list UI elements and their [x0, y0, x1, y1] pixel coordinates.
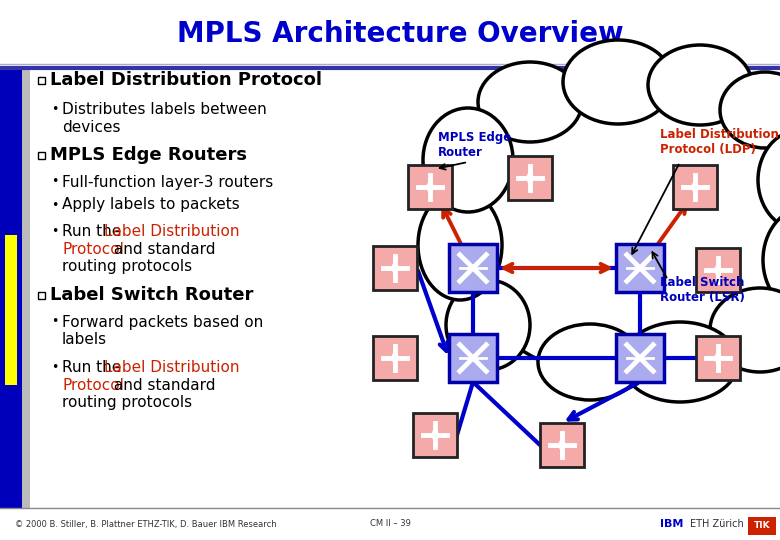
Bar — [5, 235, 17, 385]
Text: •: • — [51, 315, 58, 328]
Text: Run the: Run the — [62, 225, 126, 240]
Bar — [22, 68, 30, 508]
Text: •: • — [51, 176, 58, 188]
Text: Apply labels to packets: Apply labels to packets — [62, 198, 239, 213]
Bar — [696, 248, 740, 292]
Text: Protocol: Protocol — [62, 241, 124, 256]
Bar — [449, 244, 497, 292]
Text: CM II – 39: CM II – 39 — [370, 519, 410, 529]
Ellipse shape — [758, 130, 780, 230]
Bar — [673, 165, 717, 209]
Text: MPLS Architecture Overview: MPLS Architecture Overview — [177, 20, 623, 48]
Text: Label Switch Router: Label Switch Router — [50, 286, 254, 304]
Text: Protocol: Protocol — [62, 377, 124, 393]
Bar — [449, 334, 497, 382]
Ellipse shape — [563, 40, 673, 124]
Text: ETH Zürich: ETH Zürich — [690, 519, 744, 529]
Text: TIK: TIK — [753, 522, 771, 530]
Bar — [38, 152, 45, 159]
Ellipse shape — [478, 62, 582, 142]
Ellipse shape — [423, 108, 513, 212]
Bar — [408, 165, 452, 209]
Bar — [373, 336, 417, 380]
Text: Forward packets based on: Forward packets based on — [62, 314, 264, 329]
Text: MPLS Edge
Router: MPLS Edge Router — [438, 131, 511, 159]
Ellipse shape — [418, 190, 502, 300]
Text: labels: labels — [62, 332, 107, 347]
Text: MPLS Edge Routers: MPLS Edge Routers — [50, 146, 247, 164]
Text: Full-function layer-3 routers: Full-function layer-3 routers — [62, 174, 273, 190]
Ellipse shape — [720, 72, 780, 148]
Bar — [616, 244, 664, 292]
Ellipse shape — [450, 70, 780, 380]
Ellipse shape — [648, 45, 752, 125]
Text: Label Distribution: Label Distribution — [104, 225, 239, 240]
Bar — [748, 517, 776, 535]
Text: Distributes labels between: Distributes labels between — [62, 103, 267, 118]
Text: routing protocols: routing protocols — [62, 395, 192, 409]
Text: © 2000 B. Stiller, B. Plattner ETHZ-TIK, D. Bauer IBM Research: © 2000 B. Stiller, B. Plattner ETHZ-TIK,… — [15, 519, 277, 529]
Ellipse shape — [622, 322, 738, 402]
Text: and standard: and standard — [109, 241, 215, 256]
Text: devices: devices — [62, 119, 120, 134]
Ellipse shape — [538, 324, 642, 400]
Text: Label Distribution
Protocol (LDP): Label Distribution Protocol (LDP) — [660, 127, 779, 157]
Ellipse shape — [446, 280, 530, 370]
Text: •: • — [51, 104, 58, 117]
Text: •: • — [51, 199, 58, 212]
Bar — [38, 77, 45, 84]
Ellipse shape — [710, 288, 780, 372]
Bar — [508, 156, 552, 200]
Text: and standard: and standard — [109, 377, 215, 393]
Text: Run the: Run the — [62, 361, 126, 375]
Text: Label Distribution: Label Distribution — [104, 361, 239, 375]
Text: routing protocols: routing protocols — [62, 259, 192, 273]
Text: Label Distribution Protocol: Label Distribution Protocol — [50, 71, 322, 89]
Bar — [696, 336, 740, 380]
Bar — [0, 0, 780, 68]
Ellipse shape — [763, 208, 780, 312]
Bar — [413, 413, 457, 457]
Text: •: • — [51, 226, 58, 239]
Bar — [0, 68, 22, 508]
Text: IBM: IBM — [660, 519, 683, 529]
Bar — [616, 334, 664, 382]
Text: Label Switch
Router (LSR): Label Switch Router (LSR) — [660, 275, 745, 305]
Bar — [373, 246, 417, 290]
Text: •: • — [51, 361, 58, 375]
Bar — [540, 423, 584, 467]
Bar — [38, 292, 45, 299]
